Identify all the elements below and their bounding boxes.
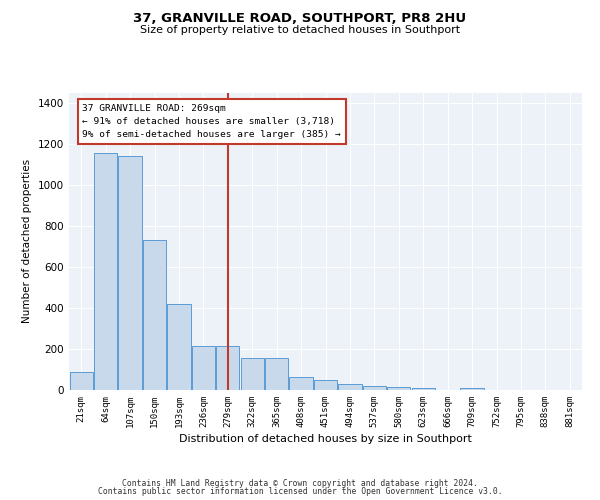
Bar [192, 346, 215, 390]
X-axis label: Distribution of detached houses by size in Southport: Distribution of detached houses by size … [179, 434, 472, 444]
Bar [289, 376, 313, 390]
Bar [265, 358, 288, 390]
Bar [143, 240, 166, 390]
Text: Contains HM Land Registry data © Crown copyright and database right 2024.: Contains HM Land Registry data © Crown c… [122, 478, 478, 488]
Y-axis label: Number of detached properties: Number of detached properties [22, 159, 32, 324]
Bar [460, 388, 484, 390]
Bar [338, 384, 362, 390]
Bar [216, 346, 239, 390]
Text: 37 GRANVILLE ROAD: 269sqm
← 91% of detached houses are smaller (3,718)
9% of sem: 37 GRANVILLE ROAD: 269sqm ← 91% of detac… [82, 104, 341, 139]
Bar [118, 156, 142, 390]
Bar [314, 380, 337, 390]
Bar [241, 358, 264, 390]
Bar [387, 387, 410, 390]
Bar [363, 386, 386, 390]
Bar [94, 153, 117, 390]
Text: Size of property relative to detached houses in Southport: Size of property relative to detached ho… [140, 25, 460, 35]
Bar [70, 372, 93, 390]
Bar [167, 304, 191, 390]
Text: 37, GRANVILLE ROAD, SOUTHPORT, PR8 2HU: 37, GRANVILLE ROAD, SOUTHPORT, PR8 2HU [133, 12, 467, 26]
Bar [412, 388, 435, 390]
Text: Contains public sector information licensed under the Open Government Licence v3: Contains public sector information licen… [98, 487, 502, 496]
